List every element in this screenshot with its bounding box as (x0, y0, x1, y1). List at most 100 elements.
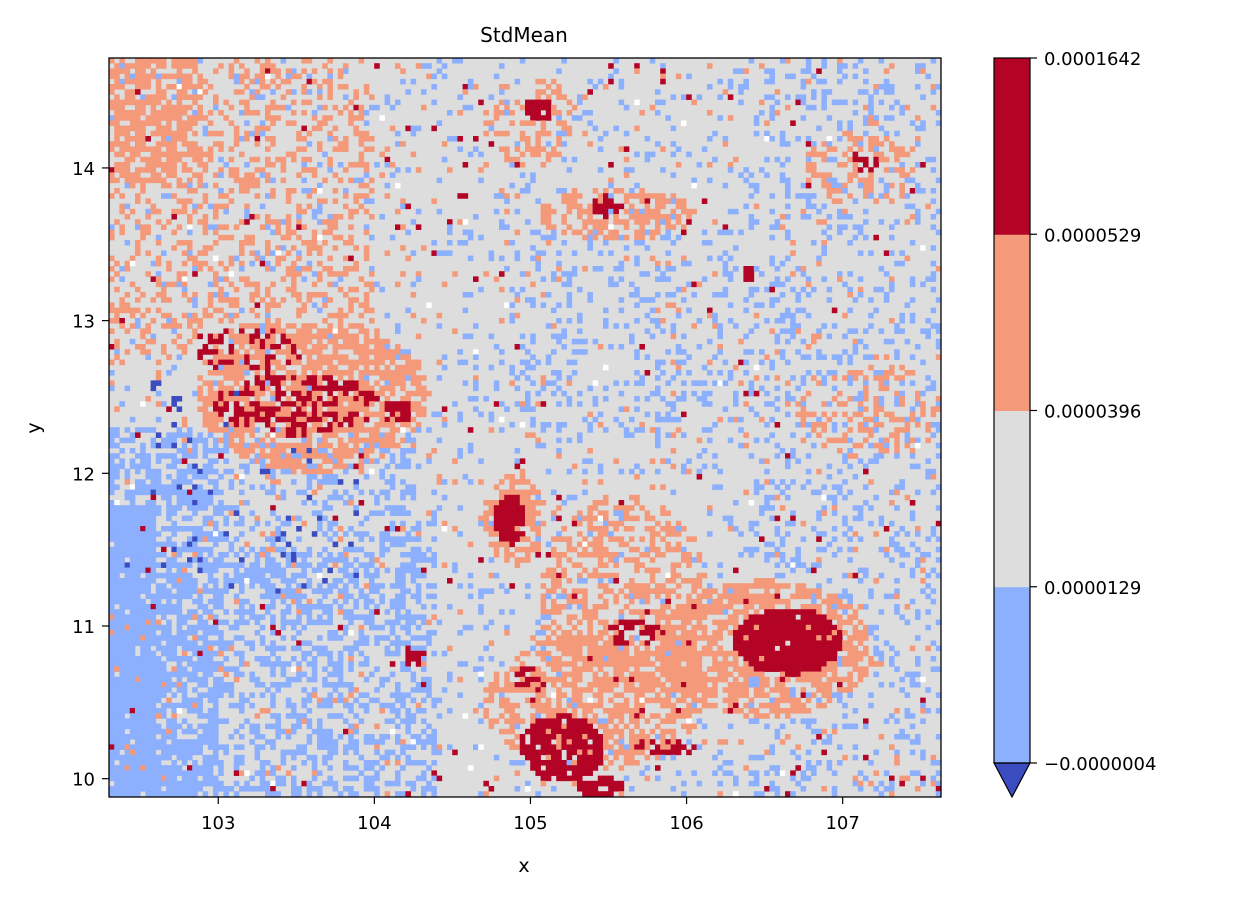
heatmap-cell (176, 156, 183, 163)
heatmap-cell (140, 136, 146, 142)
heatmap-cell (254, 354, 261, 360)
heatmap-cell (317, 463, 323, 470)
heatmap-cell (483, 162, 489, 168)
heatmap-cell (415, 380, 422, 386)
heatmap-cell (863, 437, 869, 444)
heatmap-cell (311, 380, 318, 386)
heatmap-cell (639, 344, 645, 350)
heatmap-cell (265, 104, 271, 111)
heatmap-cell (124, 349, 131, 355)
heatmap-cell (363, 515, 370, 522)
heatmap-cell (239, 136, 245, 142)
heatmap-cell (707, 255, 713, 262)
heatmap-cell (847, 286, 853, 293)
heatmap-cell (525, 406, 531, 412)
heatmap-cell (894, 354, 900, 360)
heatmap-cell (639, 271, 645, 277)
heatmap-cell (670, 406, 677, 412)
heatmap-cell (265, 406, 271, 412)
heatmap-cell (904, 432, 911, 438)
heatmap-cell (805, 136, 812, 142)
heatmap-cell (114, 468, 120, 475)
heatmap-cell (701, 198, 708, 204)
heatmap-cell (254, 130, 261, 137)
heatmap-cell (223, 370, 229, 376)
heatmap-cell (603, 193, 609, 199)
heatmap-cell (285, 89, 292, 95)
heatmap-cell (291, 370, 297, 376)
heatmap-cell (187, 115, 193, 121)
heatmap-cell (192, 94, 198, 100)
heatmap-cell (358, 151, 365, 158)
heatmap-cell (878, 385, 885, 392)
heatmap-cell (233, 172, 240, 178)
heatmap-cell (197, 396, 203, 402)
heatmap-cell (166, 146, 172, 152)
heatmap-cell (114, 94, 120, 100)
heatmap-cell (608, 73, 614, 80)
heatmap-cell (317, 307, 323, 314)
heatmap-cell (597, 203, 604, 210)
heatmap-cell (280, 463, 287, 470)
heatmap-cell (618, 203, 625, 210)
heatmap-cell (707, 307, 713, 314)
heatmap-cell (525, 494, 531, 501)
heatmap-cell (192, 468, 198, 475)
heatmap-cell (639, 536, 645, 542)
heatmap-cell (311, 359, 318, 366)
heatmap-cell (805, 156, 812, 163)
heatmap-cell (805, 193, 812, 199)
heatmap-cell (332, 281, 339, 288)
heatmap-cell (322, 219, 328, 225)
heatmap-cell (634, 229, 640, 236)
heatmap-cell (363, 224, 370, 230)
heatmap-cell (837, 271, 843, 277)
heatmap-cell (301, 323, 307, 329)
heatmap-cell (868, 323, 874, 329)
heatmap-cell (306, 432, 313, 438)
heatmap-cell (332, 515, 339, 522)
heatmap-cell (623, 510, 630, 516)
heatmap-cell (187, 245, 193, 251)
heatmap-cell (899, 364, 905, 371)
heatmap-cell (223, 531, 229, 537)
heatmap-cell (161, 110, 167, 116)
heatmap-cell (545, 380, 552, 386)
heatmap-cell (545, 141, 552, 147)
heatmap-cell (296, 266, 302, 272)
heatmap-cell (800, 422, 807, 428)
heatmap-cell (530, 520, 536, 527)
heatmap-cell (322, 120, 328, 126)
heatmap-cell (348, 541, 354, 548)
heatmap-cell (187, 63, 193, 69)
heatmap-cell (400, 68, 406, 74)
heatmap-cell (681, 390, 687, 397)
heatmap-cell (415, 390, 422, 397)
heatmap-cell (660, 167, 666, 173)
heatmap-cell (805, 370, 812, 376)
heatmap-cell (514, 494, 521, 501)
heatmap-cell (863, 182, 869, 189)
heatmap-cell (332, 333, 339, 340)
heatmap-cell (499, 286, 505, 293)
heatmap-cell (181, 84, 188, 90)
heatmap-cell (634, 208, 640, 215)
heatmap-cell (800, 375, 807, 381)
heatmap-cell (395, 427, 401, 433)
heatmap-cell (785, 307, 791, 314)
heatmap-cell (800, 68, 807, 74)
heatmap-cell (852, 474, 859, 480)
heatmap-cell (166, 312, 172, 319)
heatmap-cell (327, 468, 333, 475)
heatmap-cell (795, 323, 801, 329)
heatmap-cell (384, 494, 391, 501)
heatmap-cell (348, 546, 354, 553)
heatmap-cell (109, 385, 115, 392)
heatmap-cell (811, 167, 817, 173)
heatmap-cell (129, 182, 136, 189)
heatmap-cell (161, 292, 167, 298)
heatmap-cell (301, 146, 307, 152)
heatmap-cell (857, 250, 864, 256)
heatmap-cell (634, 406, 640, 412)
heatmap-cell (753, 312, 760, 319)
